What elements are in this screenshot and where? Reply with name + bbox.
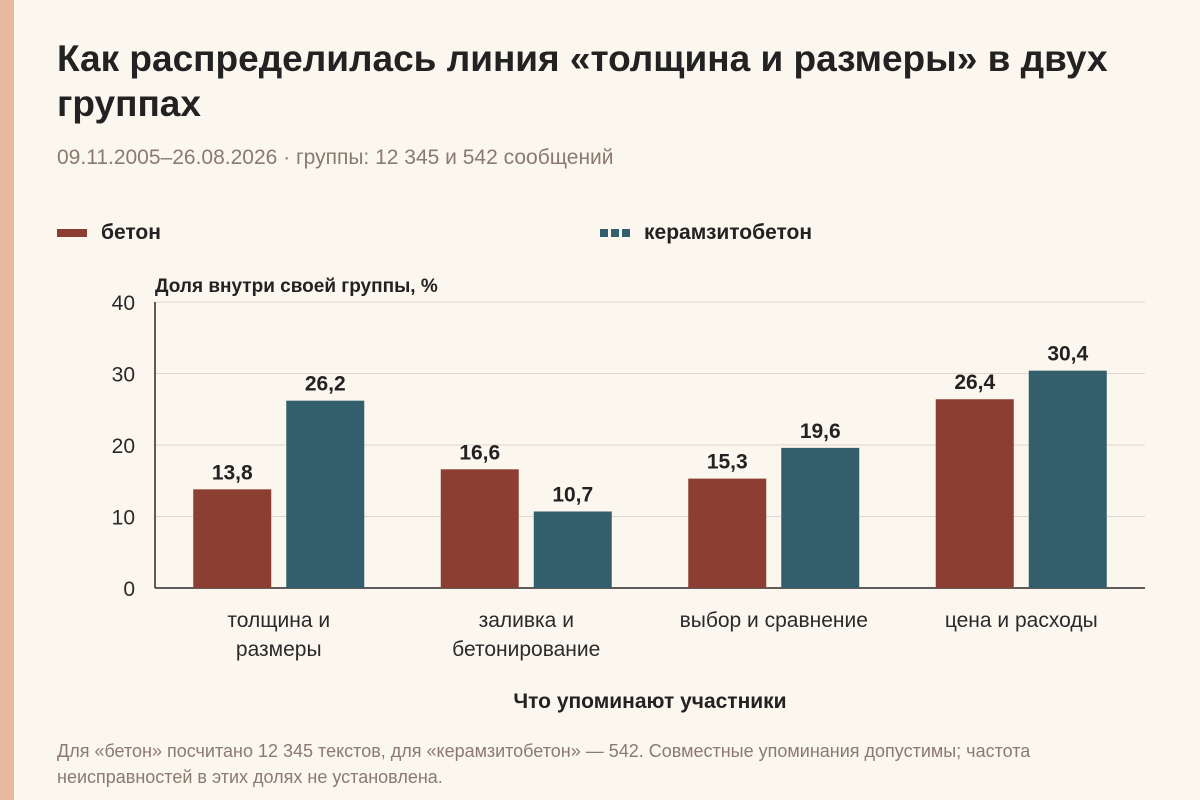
data-label: 13,8 bbox=[212, 461, 253, 484]
chart-title: Как распределилась линия «толщина и разм… bbox=[57, 38, 1108, 124]
x-tick-label: цена и расходы bbox=[945, 609, 1098, 632]
bar-beton bbox=[193, 489, 272, 588]
x-axis-label: Что упоминают участники bbox=[513, 690, 786, 713]
bar-beton bbox=[935, 399, 1014, 588]
y-tick-label: 30 bbox=[112, 364, 135, 387]
data-label: 19,6 bbox=[800, 420, 841, 443]
x-tick-label: бетонирование bbox=[452, 638, 600, 661]
legend-swatch-keramzitobeton bbox=[600, 229, 630, 237]
legend-swatch-beton bbox=[57, 229, 87, 237]
y-tick-label: 0 bbox=[123, 578, 135, 601]
legend-label-beton: бетон bbox=[101, 221, 161, 244]
legend-item-keramzitobeton: керамзитобетон bbox=[600, 219, 812, 247]
y-tick-label: 20 bbox=[112, 435, 135, 458]
x-tick-label: толщина и bbox=[227, 609, 330, 632]
bar-beton bbox=[688, 478, 767, 588]
x-tick-label: выбор и сравнение bbox=[680, 609, 868, 632]
y-tick-label: 40 bbox=[112, 292, 135, 315]
legend-label-keramzitobeton: керамзитобетон bbox=[644, 221, 813, 244]
bar-keramzitobeton bbox=[533, 511, 612, 588]
data-label: 15,3 bbox=[707, 451, 748, 474]
bar-keramzitobeton bbox=[286, 400, 365, 588]
x-tick-label: размеры bbox=[236, 638, 322, 661]
legend-item-beton: бетон bbox=[57, 219, 161, 247]
bar-beton bbox=[440, 469, 519, 588]
data-label: 26,2 bbox=[305, 373, 346, 396]
data-label: 16,6 bbox=[459, 441, 500, 464]
data-label: 10,7 bbox=[552, 483, 593, 506]
data-label: 26,4 bbox=[954, 371, 995, 394]
accent-strip bbox=[0, 0, 14, 800]
footnote: Для «бетон» посчитано 12 345 текстов, дл… bbox=[57, 741, 1031, 787]
y-axis-label: Доля внутри своей группы, % bbox=[155, 276, 438, 297]
data-label: 30,4 bbox=[1047, 343, 1088, 366]
chart-subtitle: 09.11.2005–26.08.2026 · группы: 12 345 и… bbox=[57, 146, 614, 169]
x-tick-label: заливка и bbox=[479, 609, 574, 632]
bar-keramzitobeton bbox=[1028, 370, 1107, 588]
bar-keramzitobeton bbox=[781, 447, 860, 588]
y-tick-label: 10 bbox=[112, 507, 135, 530]
